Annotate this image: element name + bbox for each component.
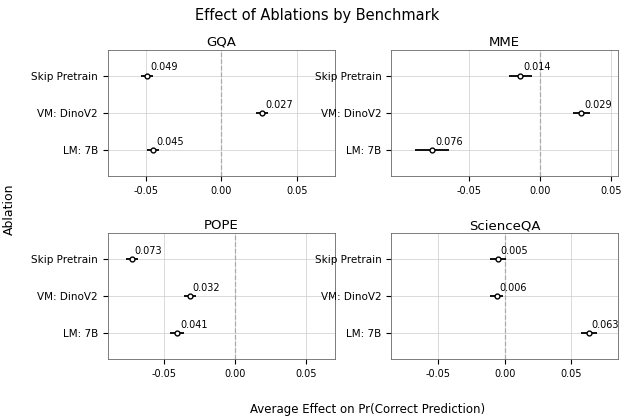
Text: 0.063: 0.063 (592, 320, 619, 330)
Text: 0.076: 0.076 (436, 137, 463, 147)
Text: 0.032: 0.032 (193, 283, 221, 293)
Text: 0.014: 0.014 (523, 62, 551, 72)
Text: 0.005: 0.005 (501, 245, 528, 255)
Text: Ablation: Ablation (3, 183, 16, 235)
Title: GQA: GQA (206, 36, 236, 49)
Text: Average Effect on Pr(Correct Prediction): Average Effect on Pr(Correct Prediction) (250, 403, 485, 416)
Text: 0.073: 0.073 (134, 245, 162, 255)
Text: 0.041: 0.041 (180, 320, 207, 330)
Text: Effect of Ablations by Benchmark: Effect of Ablations by Benchmark (195, 8, 439, 23)
Title: POPE: POPE (204, 219, 238, 232)
Text: 0.027: 0.027 (265, 99, 293, 110)
Text: 0.045: 0.045 (156, 137, 184, 147)
Text: 0.029: 0.029 (584, 99, 612, 110)
Text: 0.006: 0.006 (500, 283, 527, 293)
Title: MME: MME (489, 36, 521, 49)
Title: ScienceQA: ScienceQA (469, 219, 540, 232)
Text: 0.049: 0.049 (150, 62, 178, 72)
